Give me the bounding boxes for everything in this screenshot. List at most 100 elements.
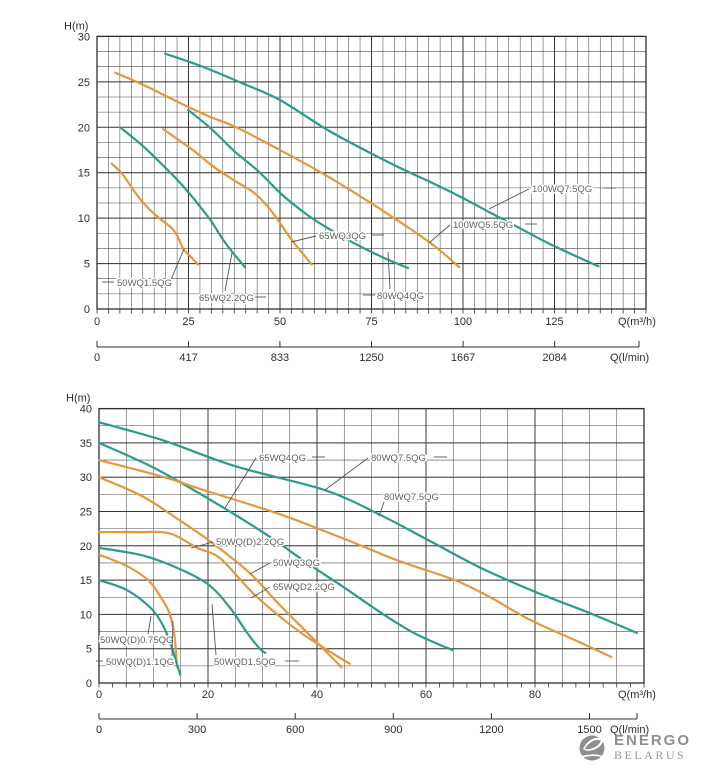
lmin-axis — [98, 713, 638, 720]
y-tick-label: 10 — [80, 609, 92, 621]
y-tick-label: 5 — [86, 644, 92, 656]
x-tick-label: 80 — [529, 689, 541, 701]
label-leader-line — [249, 562, 271, 575]
y-tick-label: 30 — [80, 472, 92, 484]
lmin-tick-label: 900 — [384, 724, 402, 736]
curve-65WQ4QG — [97, 441, 454, 652]
y-tick-label: 35 — [80, 438, 92, 450]
y-tick-label: 10 — [78, 213, 90, 225]
label-leader-line — [224, 457, 257, 509]
y-tick-label: 30 — [78, 31, 90, 43]
lmin-tick-label: 0 — [96, 724, 102, 736]
label-leader-line — [378, 501, 385, 517]
curve-label: 65WQ4QG — [259, 453, 306, 464]
y-tick-label: 0 — [86, 678, 92, 690]
y-tick-label: 20 — [78, 122, 90, 134]
curve-100WQ5.5QG — [114, 71, 461, 269]
lmin-tick-label: 1500 — [577, 724, 601, 736]
y-axis-title: H(m) — [64, 20, 88, 32]
label-leader-line — [224, 252, 233, 292]
curve-label: 50WQ(D)2.2QG — [216, 537, 284, 548]
x-tick-label: 20 — [202, 689, 214, 701]
lmin-tick-label: 417 — [179, 352, 197, 364]
curve-label: 50WQD1.5QG — [214, 657, 276, 668]
x-tick-label: 125 — [545, 316, 563, 328]
lmin-axis-title: Q(l/min) — [610, 352, 649, 364]
label-leader-line — [169, 248, 185, 283]
watermark-line1: ENERGO — [614, 731, 692, 749]
curve-label: 100WQ7.5QG — [532, 184, 592, 195]
curve-label: 80WQ4QG — [377, 291, 424, 302]
curve-65WQD2.2QG — [97, 459, 613, 658]
y-tick-label: 25 — [80, 507, 92, 519]
curve-50WQ1.5QG — [110, 162, 200, 266]
curve-80WQ4QG — [187, 108, 410, 270]
label-leader-line — [190, 541, 214, 549]
x-tick-label: 60 — [420, 689, 432, 701]
x-axis-title: Q(m³/h) — [618, 316, 656, 328]
y-tick-label: 0 — [84, 304, 90, 316]
lmin-tick-label: 833 — [271, 352, 289, 364]
watermark-text: ENERGO BELARUS — [614, 733, 691, 761]
x-tick-label: 100 — [454, 316, 472, 328]
lmin-tick-label: 600 — [286, 724, 304, 736]
x-axis-title: Q(m³/h) — [618, 689, 656, 701]
label-leader-line — [171, 620, 174, 657]
y-tick-label: 15 — [80, 575, 92, 587]
lmin-tick-label: 2084 — [542, 352, 566, 364]
curve-50WQ(D)2.2QG — [97, 530, 351, 665]
curve-80WQ7.5QG — [97, 421, 638, 634]
watermark-line2: BELARUS — [614, 747, 687, 762]
curve-50WQ(D)1.1QG — [97, 553, 178, 669]
curve-label: 50WQ(D)0.75QG — [100, 635, 173, 646]
curve-50WQD1.5QG — [97, 546, 267, 654]
lmin-tick-label: 1250 — [359, 352, 383, 364]
x-tick-label: 25 — [182, 316, 194, 328]
lmin-axis-title: Q(l/min) — [610, 724, 649, 736]
y-tick-label: 25 — [78, 77, 90, 89]
curve-label: 65WQ2.2QG — [199, 293, 254, 304]
curve-100WQ7.5QG — [164, 52, 600, 268]
curve-50WQ(D)0.75QG — [97, 579, 182, 676]
label-leader-line — [488, 188, 530, 210]
curves — [97, 421, 638, 676]
curve-label: 65WQ3QG — [319, 231, 366, 242]
curve-label: 100WQ5.5QG — [453, 220, 513, 231]
x-tick-label: 50 — [274, 316, 286, 328]
label-leader-line — [290, 235, 317, 243]
y-axis-title: H(m) — [66, 393, 90, 405]
x-tick-label: 0 — [94, 316, 100, 328]
label-leader-line — [211, 603, 217, 656]
curve-label: 50WQ3QG — [273, 558, 320, 569]
curve-65WQ3QG — [162, 128, 313, 266]
curve-labels: 65WQ4QG 80WQ7.5QG 80WQ7.5QG 50WQ(D)2.2QG 50W… — [96, 452, 447, 670]
curve-labels: 50WQ1.5QG 65WQ2.2QG 65WQ3QG 80WQ4QG 100WQ5.5… — [102, 183, 616, 306]
label-leader-line — [428, 224, 451, 244]
energo-belarus-watermark: ENERGO BELARUS — [577, 730, 691, 764]
x-tick-label: 0 — [96, 689, 102, 701]
label-leader-line — [387, 251, 391, 290]
top-chart: 0 5 10 15 20 25 30 0 25 50 75 100 125 H(m) Q(m³/h) 0 417… — [64, 20, 656, 364]
lmin-tick-label: 0 — [94, 352, 100, 364]
curve-label: 50WQ(D)1.1QG — [106, 657, 174, 668]
x-axis-ticks — [98, 683, 645, 688]
lmin-tick-label: 1667 — [451, 352, 475, 364]
label-leader-line — [147, 615, 152, 635]
y-tick-label: 40 — [80, 404, 92, 416]
y-tick-label: 5 — [84, 259, 90, 271]
bottom-chart: 0 5 10 15 20 25 30 35 40 0 20 40 60 80 H(m) Q(m³/h) 0 300… — [66, 393, 656, 736]
label-leader-line — [250, 586, 271, 599]
x-tick-label: 75 — [365, 316, 377, 328]
x-tick-label: 40 — [311, 689, 323, 701]
curve-label: 80WQ7.5QG — [384, 492, 439, 503]
leaf-circle-icon — [579, 735, 605, 761]
y-tick-label: 15 — [78, 168, 90, 180]
grid-major — [96, 35, 646, 310]
curve-65WQ2.2QG — [119, 126, 246, 269]
curve-label: 65WQD2.2QG — [273, 582, 335, 593]
lmin-tick-label: 1200 — [479, 724, 503, 736]
y-tick-label: 20 — [80, 541, 92, 553]
x-axis-ticks — [96, 309, 647, 314]
